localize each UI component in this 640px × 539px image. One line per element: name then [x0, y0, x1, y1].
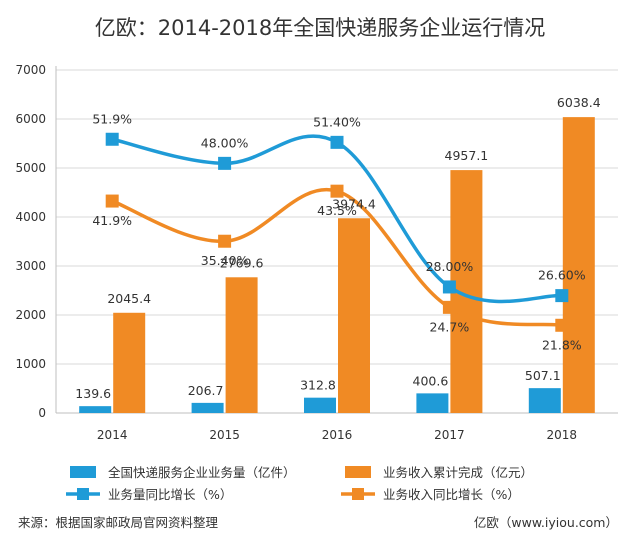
volume-growth-marker — [442, 280, 456, 294]
revenue-growth-label: 43.5% — [317, 203, 357, 218]
volume-bar-label: 206.7 — [188, 383, 224, 398]
y-tick-label: 7000 — [15, 63, 46, 77]
revenue-bar — [562, 117, 595, 413]
y-tick-label: 2000 — [15, 308, 46, 322]
y-tick-label: 5000 — [15, 161, 46, 175]
volume-bar — [304, 397, 336, 413]
revenue-growth-marker — [555, 318, 569, 332]
revenue-bar — [225, 277, 258, 413]
volume-growth-label: 51.40% — [313, 114, 361, 129]
volume-growth-line — [111, 134, 562, 304]
lines — [105, 132, 569, 332]
volume-bar — [528, 388, 561, 413]
y-tick-label: 0 — [38, 406, 46, 420]
legend-label: 业务收入累计完成（亿元） — [383, 465, 533, 480]
volume-bar — [79, 406, 112, 413]
volume-bar-label: 507.1 — [525, 368, 561, 383]
y-tick-label: 6000 — [15, 112, 46, 126]
volume-growth-marker — [105, 132, 119, 146]
legend-label: 全国快递服务企业业务量（亿件） — [108, 465, 296, 480]
volume-bar — [191, 402, 224, 413]
volume-bar-label: 139.6 — [75, 386, 111, 401]
volume-growth-label: 28.00% — [426, 259, 474, 274]
x-tick-label: 2018 — [547, 428, 578, 442]
legend-swatch — [70, 466, 96, 478]
volume-bar-label: 312.8 — [300, 378, 336, 393]
brand-note: 亿欧（www.iyiou.com） — [474, 515, 618, 530]
source-note: 来源：根据国家邮政局官网资料整理 — [18, 515, 219, 530]
revenue-growth-label: 21.8% — [542, 337, 582, 352]
x-tick-label: 2016 — [322, 428, 353, 442]
bars — [79, 117, 595, 413]
legend-marker — [77, 488, 89, 500]
revenue-bar-label: 4957.1 — [445, 148, 489, 163]
revenue-growth-marker — [442, 300, 456, 314]
volume-growth-label: 51.9% — [92, 111, 132, 126]
revenue-bar — [338, 218, 370, 413]
legend-label: 业务收入同比增长（%） — [383, 487, 520, 502]
volume-growth-marker — [555, 289, 569, 303]
data-labels: 139.6 206.7 312.8 400.6 507.1 2045.4 2769.6 397… — [75, 95, 600, 401]
x-tick-label: 2015 — [209, 428, 240, 442]
legend-label: 业务量同比增长（%） — [108, 487, 232, 502]
volume-growth-label: 26.60% — [538, 268, 586, 283]
volume-growth-label: 48.00% — [201, 135, 249, 150]
revenue-growth-marker — [218, 234, 232, 248]
revenue-bar-label: 2045.4 — [107, 291, 151, 306]
revenue-bar-label: 2769.6 — [220, 255, 264, 270]
revenue-bar — [113, 312, 146, 413]
legend-marker — [352, 488, 364, 500]
chart-title: 亿欧：2014-2018年全国快递服务企业运行情况 — [95, 16, 545, 40]
revenue-bar-label: 6038.4 — [557, 95, 601, 110]
volume-growth-marker — [330, 135, 344, 149]
x-tick-label: 2014 — [97, 428, 128, 442]
revenue-bar-label: 3974.4 — [332, 196, 376, 211]
axes: 0 1000 2000 3000 4000 5000 6000 7000 2014 2015 201… — [15, 63, 618, 442]
x-tick-label: 2017 — [434, 428, 465, 442]
volume-bar-label: 400.6 — [413, 373, 449, 388]
volume-growth-marker — [218, 156, 232, 170]
volume-bar — [416, 393, 449, 413]
revenue-growth-label: 41.9% — [92, 213, 132, 228]
revenue-growth-label: 24.7% — [430, 319, 470, 334]
y-tick-label: 1000 — [15, 357, 46, 371]
gridlines — [56, 69, 618, 365]
y-tick-label: 3000 — [15, 259, 46, 273]
legend: 全国快递服务企业业务量（亿件） 业务收入累计完成（亿元） 业务量同比增长（%） 业务收… — [66, 465, 533, 502]
y-tick-label: 4000 — [15, 210, 46, 224]
revenue-growth-marker — [105, 194, 119, 208]
revenue-growth-marker — [330, 184, 344, 198]
legend-swatch — [345, 466, 371, 478]
revenue-growth-label: 35.40% — [201, 253, 249, 268]
